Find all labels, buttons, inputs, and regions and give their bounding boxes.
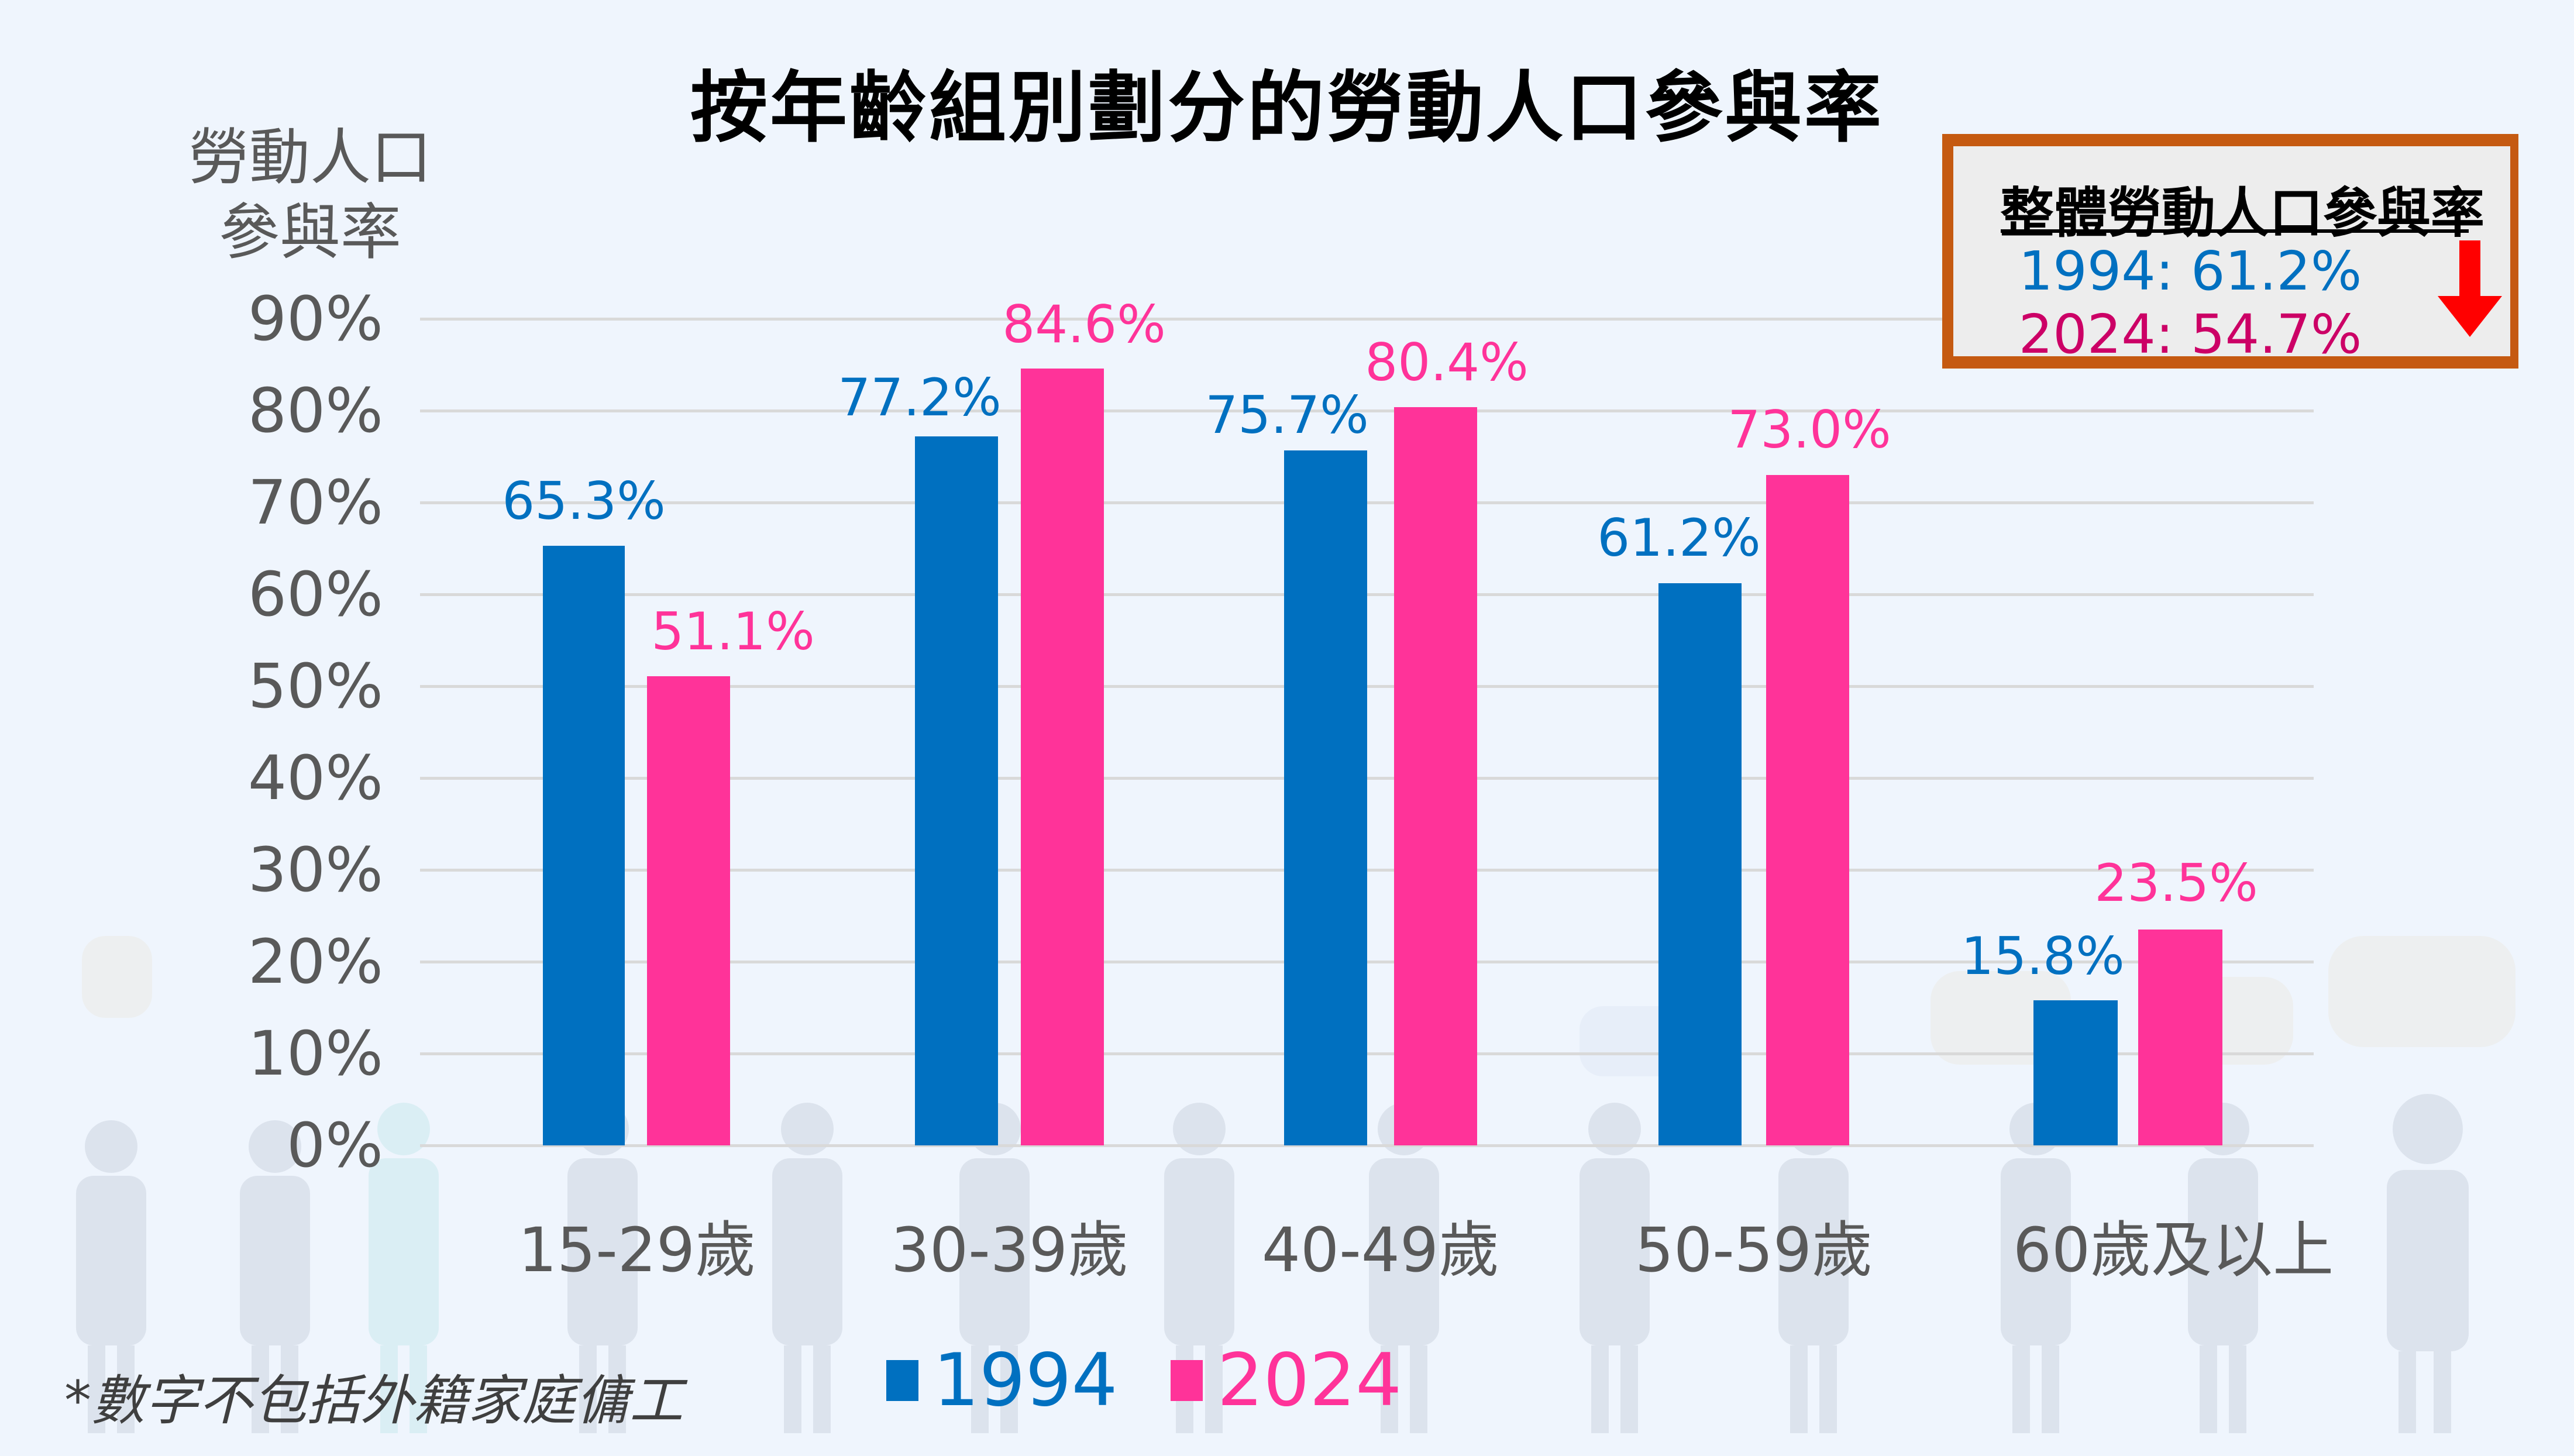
summary-1994: 1994: 61.2% [2018, 240, 2362, 302]
summary-2024: 2024: 54.7% [2018, 303, 2362, 366]
gridline-0 [420, 1144, 2314, 1147]
y-tick-20: 20% [247, 926, 383, 997]
y-tick-30: 30% [247, 834, 383, 906]
legend: 1994 2024 [886, 1338, 1454, 1423]
bar-1994-30-39 [915, 436, 998, 1145]
y-axis-label-line2: 參與率 [218, 197, 401, 268]
y-tick-50: 50% [247, 650, 383, 722]
x-label-50-59: 50-59歲 [1634, 1214, 1873, 1286]
bar-1994-40-49 [1284, 450, 1367, 1145]
y-axis-label-line1: 勞動人口 [188, 122, 432, 193]
footnote: *數字不包括外籍家庭傭工 [64, 1369, 684, 1432]
label-2024-40-49: 80.4% [1365, 332, 1529, 393]
y-tick-70: 70% [247, 467, 383, 538]
chart-title: 按年齡組別劃分的勞動人口參與率 [690, 63, 1884, 153]
bar-2024-30-39 [1021, 369, 1104, 1145]
summary-box-inner: 整體勞動人口參與率 1994: 61.2% 2024: 54.7% [1953, 146, 2510, 366]
legend-swatch-2024 [1170, 1360, 1203, 1401]
bar-2024-15-29 [647, 676, 730, 1145]
y-tick-40: 40% [247, 742, 383, 814]
gridline-80 [420, 409, 2314, 412]
y-tick-80: 80% [247, 375, 383, 446]
arrow-down-icon [2438, 240, 2502, 346]
x-label-30-39: 30-39歲 [890, 1214, 1129, 1286]
summary-title-underline [2001, 229, 2469, 233]
label-2024-50-59: 73.0% [1728, 400, 1891, 460]
bar-1994-60plus [2033, 1000, 2118, 1145]
bar-2024-50-59 [1766, 475, 1849, 1145]
x-label-40-49: 40-49歲 [1261, 1214, 1500, 1286]
label-1994-60plus: 15.8% [1961, 926, 2125, 986]
summary-title: 整體勞動人口參與率 [2000, 182, 2485, 245]
summary-box: 整體勞動人口參與率 1994: 61.2% 2024: 54.7% [1942, 134, 2518, 369]
bar-1994-15-29 [543, 546, 625, 1145]
bar-2024-60plus [2138, 930, 2222, 1145]
label-1994-50-59: 61.2% [1597, 508, 1761, 568]
y-tick-90: 90% [247, 283, 383, 354]
x-label-15-29: 15-29歲 [518, 1214, 756, 1286]
x-label-60plus: 60歲及以上 [2012, 1214, 2334, 1286]
label-2024-15-29: 51.1% [651, 601, 815, 662]
y-tick-10: 10% [247, 1018, 383, 1089]
bar-1994-50-59 [1658, 583, 1742, 1145]
legend-label-1994: 1994 [933, 1338, 1118, 1423]
gridline-90 [420, 318, 2314, 321]
label-1994-15-29: 65.3% [502, 471, 666, 531]
y-tick-60: 60% [247, 559, 383, 630]
label-2024-30-39: 84.6% [1002, 294, 1166, 354]
label-1994-30-39: 77.2% [838, 367, 1002, 428]
y-tick-0: 0% [287, 1110, 383, 1181]
legend-label-2024: 2024 [1217, 1338, 1402, 1423]
bar-2024-40-49 [1394, 407, 1477, 1145]
legend-swatch-1994 [886, 1360, 918, 1401]
label-1994-40-49: 75.7% [1205, 385, 1369, 445]
label-2024-60plus: 23.5% [2094, 853, 2258, 913]
